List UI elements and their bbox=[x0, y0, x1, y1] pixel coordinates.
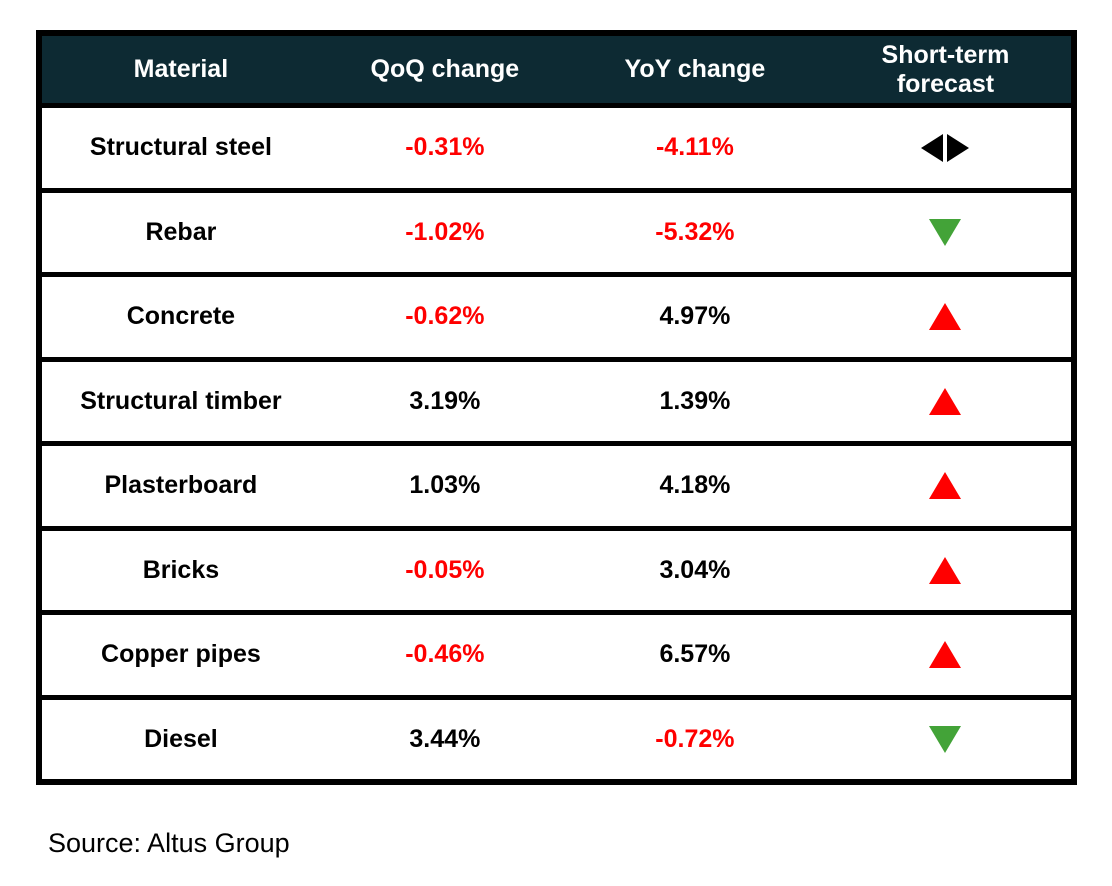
material-cell: Copper pipes bbox=[101, 640, 261, 669]
table-header-row: Material QoQ change YoY change Short-ter… bbox=[42, 36, 1071, 108]
forecast-cell bbox=[820, 641, 1071, 668]
materials-price-table: Material QoQ change YoY change Short-ter… bbox=[36, 30, 1077, 785]
table-row: Rebar -1.02% -5.32% bbox=[42, 192, 1071, 277]
forecast-cell bbox=[820, 388, 1071, 415]
material-cell: Bricks bbox=[142, 555, 220, 584]
forecast-cell bbox=[820, 303, 1071, 330]
material-cell: Structural steel bbox=[89, 133, 272, 162]
yoy-value: -0.72% bbox=[655, 724, 735, 753]
forecast-cell bbox=[820, 134, 1071, 162]
table-row: Plasterboard 1.03% 4.18% bbox=[42, 446, 1071, 531]
table-row: Structural timber 3.19% 1.39% bbox=[42, 361, 1071, 446]
table-row: Bricks -0.05% 3.04% bbox=[42, 530, 1071, 615]
column-header-material: Material bbox=[133, 55, 229, 84]
yoy-value: 6.57% bbox=[659, 640, 731, 669]
qoq-value: 3.19% bbox=[409, 386, 481, 415]
forecast-cell bbox=[820, 557, 1071, 584]
material-cell: Structural timber bbox=[80, 386, 282, 415]
material-cell: Rebar bbox=[145, 217, 217, 246]
forecast-up-icon bbox=[929, 641, 961, 668]
table-row: Diesel 3.44% -0.72% bbox=[42, 699, 1071, 779]
qoq-value: 1.03% bbox=[409, 471, 481, 500]
yoy-value: 4.18% bbox=[659, 471, 731, 500]
material-cell: Diesel bbox=[144, 724, 218, 753]
source-caption: Source: Altus Group bbox=[48, 828, 290, 858]
forecast-down-icon bbox=[929, 726, 961, 753]
yoy-value: -5.32% bbox=[655, 217, 735, 246]
forecast-down-icon bbox=[929, 219, 961, 246]
table-row: Concrete -0.62% 4.97% bbox=[42, 277, 1071, 362]
material-cell: Plasterboard bbox=[104, 471, 258, 500]
qoq-value: -0.62% bbox=[405, 302, 485, 331]
qoq-value: -0.05% bbox=[405, 555, 485, 584]
column-header-short-term-forecast: Short-term forecast bbox=[881, 40, 1010, 98]
column-header-yoy-change: YoY change bbox=[624, 55, 766, 84]
yoy-value: -4.11% bbox=[655, 133, 734, 162]
yoy-value: 4.97% bbox=[659, 302, 731, 331]
forecast-cell bbox=[820, 726, 1071, 753]
forecast-up-icon bbox=[929, 388, 961, 415]
forecast-neutral-icon bbox=[921, 134, 969, 162]
table-row: Structural steel -0.31% -4.11% bbox=[42, 108, 1071, 193]
qoq-value: -0.46% bbox=[405, 640, 485, 669]
forecast-up-icon bbox=[929, 472, 961, 499]
yoy-value: 3.04% bbox=[659, 555, 731, 584]
material-cell: Concrete bbox=[126, 302, 236, 331]
table-row: Copper pipes -0.46% 6.57% bbox=[42, 615, 1071, 700]
forecast-cell bbox=[820, 219, 1071, 246]
yoy-value: 1.39% bbox=[659, 386, 731, 415]
column-header-qoq-change: QoQ change bbox=[370, 55, 520, 84]
qoq-value: -0.31% bbox=[405, 133, 485, 162]
qoq-value: 3.44% bbox=[409, 724, 481, 753]
forecast-up-icon bbox=[929, 303, 961, 330]
qoq-value: -1.02% bbox=[405, 217, 485, 246]
forecast-up-icon bbox=[929, 557, 961, 584]
forecast-cell bbox=[820, 472, 1071, 499]
